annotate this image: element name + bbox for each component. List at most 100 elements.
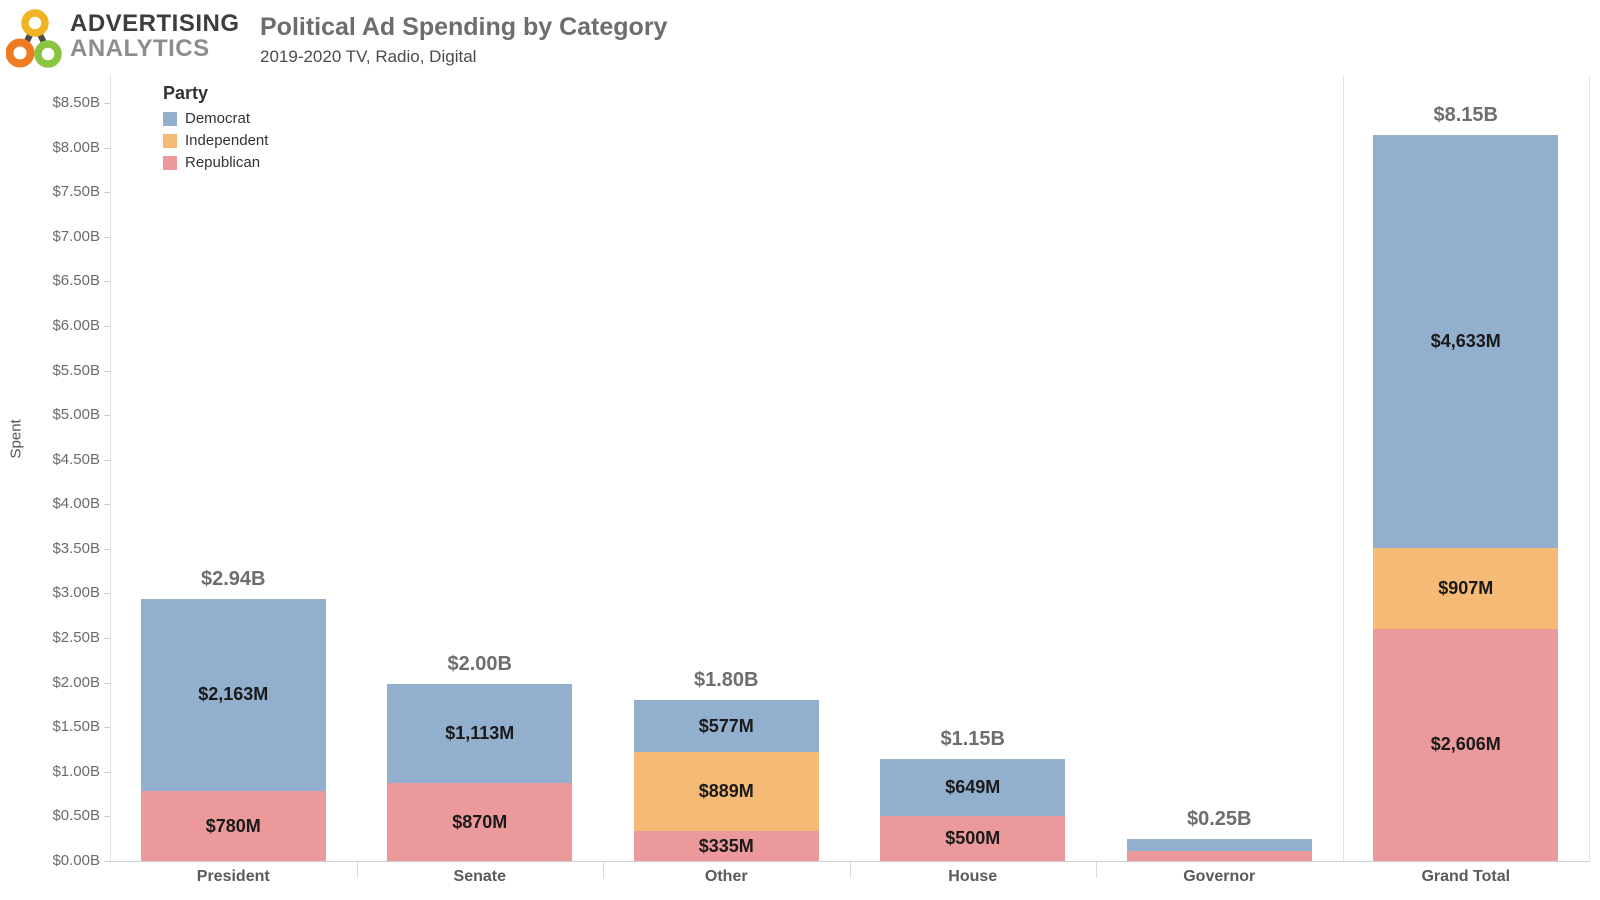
y-tick-mark [104,370,110,372]
y-tick-mark [104,593,110,595]
bar-total-label: $2.94B [201,567,266,590]
segment-value-label: $2,163M [198,684,269,705]
bar-segment-senate-democrat[interactable]: $1,113M [387,684,573,784]
legend: Party Democrat Independent Republican [163,83,268,176]
bar-segment-governor-democrat[interactable] [1126,838,1312,851]
y-tick-label: $3.00B [52,584,100,602]
y-tick-label: $2.50B [52,629,100,647]
category-divider [356,861,358,878]
y-tick-label: $8.00B [52,138,100,156]
y-tick-mark [104,504,110,506]
category-label-grand-total: Grand Total [1421,868,1511,885]
legend-label: Democrat [185,110,251,127]
header: ADVERTISING ANALYTICS Political Ad Spend… [0,0,1600,70]
legend-title: Party [163,83,209,103]
plot-right-border [1589,75,1590,862]
segment-value-label: $2,606M [1430,734,1501,755]
y-tick-mark [104,638,110,640]
bar-total-label: $8.15B [1433,103,1499,126]
legend-item-republican[interactable]: Republican [163,154,268,171]
category-label-other: Other [704,868,748,885]
grand-total-divider [1342,75,1344,862]
y-tick-mark [104,192,110,194]
y-tick-label: $4.00B [52,495,100,513]
y-tick-mark [104,816,110,818]
bar-total-label: $0.25B [1187,807,1252,830]
y-tick-mark [104,548,110,550]
segment-value-label: $780M [205,815,261,836]
y-tick-mark [104,861,110,862]
y-tick-label: $8.50B [52,94,100,111]
chart-subtitle: 2019-2020 TV, Radio, Digital [260,47,477,66]
category-divider [849,861,851,878]
category-label-president: President [196,868,270,885]
bar-segment-president-republican[interactable]: $780M [140,791,326,861]
y-tick-label: $0.50B [52,807,100,825]
y-tick-label: $2.00B [52,673,100,691]
segment-value-label: $907M [1438,577,1494,598]
chart-title: Political Ad Spending by Category [260,13,668,41]
segment-value-label: $577M [698,715,754,736]
legend-label: Republican [185,154,261,171]
y-tick-label: $7.50B [52,183,100,201]
bar-segment-senate-republican[interactable]: $870M [387,783,573,861]
logo-wordmark: ADVERTISING ANALYTICS [70,11,240,62]
y-tick-label: $3.50B [52,539,100,557]
y-tick-mark [104,325,110,327]
legend-label: Independent [185,132,269,149]
y-tick-mark [104,147,110,149]
bar-segment-house-republican[interactable]: $500M [880,816,1066,861]
y-tick-label: $6.50B [52,272,100,290]
category-label-governor: Governor [1183,868,1256,885]
bar-segment-other-republican[interactable]: $335M [633,831,819,861]
category-label-senate: Senate [453,868,506,885]
bar-total-label: $1.15B [940,727,1006,750]
segment-value-label: $500M [945,828,1001,849]
y-tick-label: $7.00B [52,227,100,245]
logo-text-analytics: ANALYTICS [70,35,210,63]
y-tick-mark [104,281,110,283]
y-tick-label: $5.00B [52,406,100,424]
segment-value-label: $889M [698,780,754,801]
y-tick-label: $4.50B [52,450,100,468]
legend-swatch [163,133,177,148]
bar-segment-governor-republican[interactable] [1126,851,1312,861]
segment-value-label: $4,633M [1430,330,1501,351]
y-tick-label: $1.00B [52,762,100,780]
y-tick-mark [104,727,110,729]
y-tick-mark [104,103,110,104]
segment-value-label: $1,113M [445,723,515,744]
y-axis-line [110,75,111,862]
bar-segment-other-democrat[interactable]: $577M [633,700,819,752]
logo-text-advertising: ADVERTISING [70,10,240,37]
legend-swatch [163,155,177,170]
segment-value-label: $335M [698,835,754,856]
y-tick-mark [104,415,110,417]
advertising-analytics-logo-icon [6,9,62,68]
title-block: Political Ad Spending by Category 2019-2… [260,13,667,67]
segment-value-label: $649M [945,776,1001,797]
legend-items: Democrat Independent Republican [163,110,268,171]
category-divider [603,861,604,878]
category-label-house: House [948,868,998,885]
category-divider [1096,861,1097,878]
bar-segment-president-democrat[interactable]: $2,163M [140,598,326,792]
legend-swatch [163,111,177,126]
legend-item-independent[interactable]: Independent [163,132,268,149]
bar-total-label: $1.80B [694,669,759,692]
bar-segment-other-independent[interactable]: $889M [633,751,819,832]
bar-segment-grand-total-republican[interactable]: $2,606M [1373,628,1559,861]
bar-total-label: $2.00B [447,653,513,676]
bar-segment-grand-total-independent[interactable]: $907M [1373,547,1559,629]
y-tick-label: $0.00B [52,852,100,869]
y-tick-mark [104,236,110,238]
bar-segment-house-democrat[interactable]: $649M [880,758,1066,817]
y-tick-mark [104,771,110,773]
y-tick-mark [104,682,110,684]
y-tick-mark [104,459,110,461]
y-tick-label: $5.50B [52,361,100,379]
segment-value-label: $870M [452,811,508,832]
bar-segment-grand-total-democrat[interactable]: $4,633M [1373,134,1559,548]
legend-item-democrat[interactable]: Democrat [163,110,268,127]
